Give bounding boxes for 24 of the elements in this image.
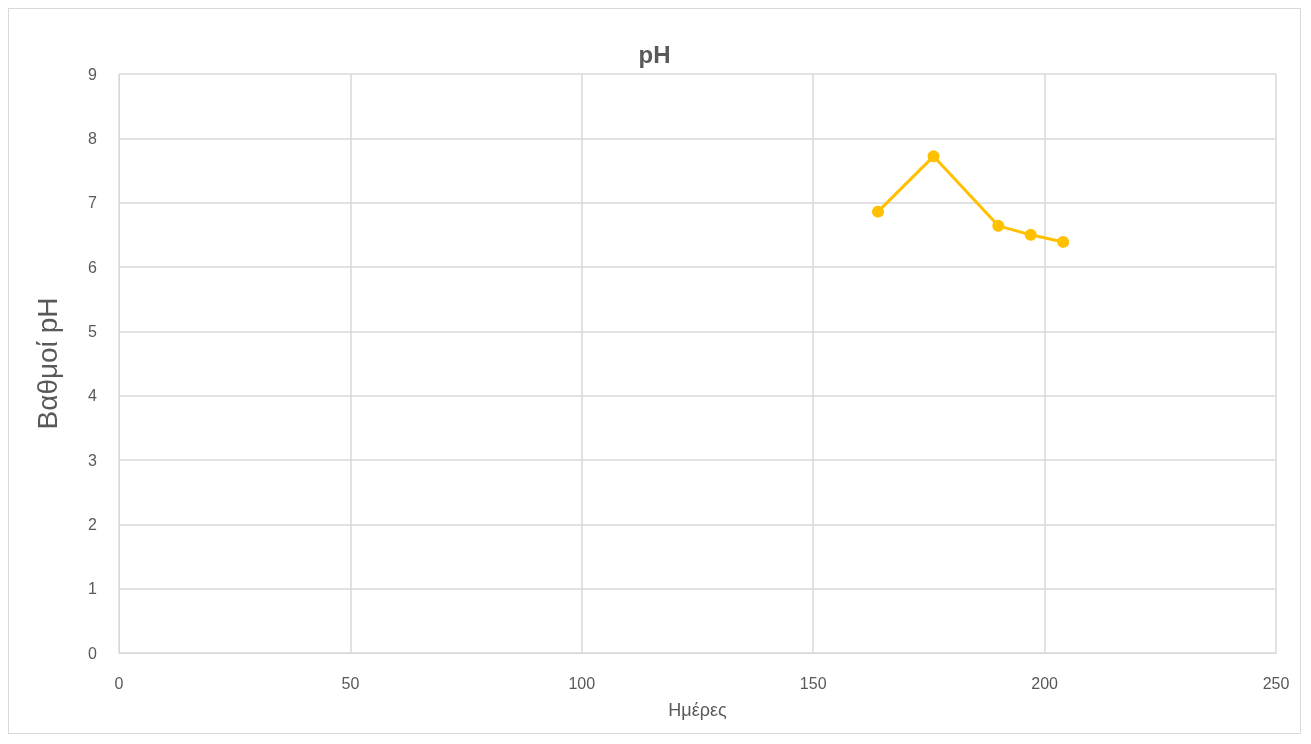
point bbox=[1057, 235, 1070, 248]
y-tick-label: 5 bbox=[88, 322, 98, 340]
y-tick-label: 4 bbox=[88, 387, 98, 405]
x-axis-title: Ημέρες bbox=[668, 700, 727, 720]
x-tick-label: 100 bbox=[568, 674, 596, 692]
x-tick-label: 0 bbox=[114, 674, 124, 692]
point bbox=[1024, 228, 1037, 241]
y-axis-title: Βαθμοί pH bbox=[31, 297, 63, 430]
point bbox=[992, 219, 1005, 232]
y-tick-label: 0 bbox=[88, 644, 98, 662]
y-tick-label: 7 bbox=[88, 194, 98, 212]
x-tick-label: 250 bbox=[1262, 674, 1290, 692]
y-tick-label: 6 bbox=[88, 258, 98, 276]
point bbox=[872, 205, 884, 218]
y-tick-label: 1 bbox=[88, 580, 98, 598]
x-tick-label: 200 bbox=[1031, 674, 1059, 692]
chart-title: pH bbox=[638, 40, 671, 68]
x-tick-label: 150 bbox=[799, 674, 827, 692]
y-tick-label: 2 bbox=[88, 515, 98, 533]
y-tick-label: 9 bbox=[88, 65, 98, 83]
y-tick-label: 3 bbox=[88, 451, 98, 469]
point bbox=[927, 150, 940, 163]
y-tick-label: 8 bbox=[88, 129, 98, 147]
x-tick-label: 50 bbox=[341, 674, 360, 692]
